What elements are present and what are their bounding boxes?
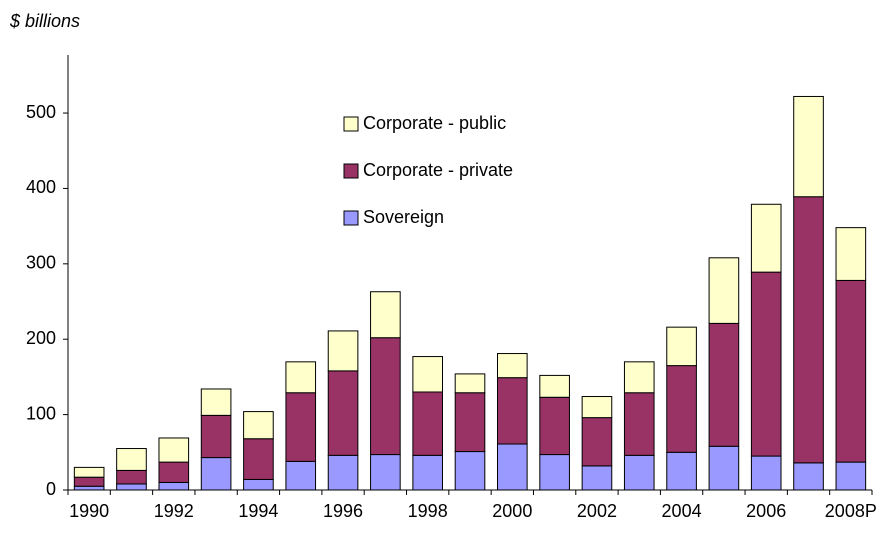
bar-segment bbox=[793, 462, 824, 491]
bar-segment bbox=[412, 454, 443, 491]
x-tick-label: 1998 bbox=[408, 501, 448, 521]
bar-segment bbox=[243, 411, 274, 440]
bar-segment bbox=[73, 476, 105, 487]
bar-segment bbox=[623, 392, 655, 456]
bar-segment bbox=[243, 438, 274, 480]
bar-segment bbox=[750, 455, 782, 491]
bar-segment bbox=[116, 483, 147, 491]
bar-segment bbox=[497, 443, 528, 491]
bar-segment bbox=[158, 461, 190, 483]
legend-label: Sovereign bbox=[363, 207, 444, 227]
bar-segment bbox=[835, 279, 867, 463]
bar-segment bbox=[581, 396, 613, 419]
x-tick-label: 2004 bbox=[662, 501, 702, 521]
bar-segment bbox=[200, 388, 232, 416]
bar-segment bbox=[200, 414, 232, 459]
bar-segment bbox=[116, 448, 147, 471]
bar-segment bbox=[623, 454, 655, 491]
bar-segment bbox=[539, 396, 570, 456]
y-tick-label: 0 bbox=[46, 479, 56, 499]
x-tick-label: 1996 bbox=[323, 501, 363, 521]
bar-segment bbox=[497, 377, 528, 445]
bar-segment bbox=[327, 330, 359, 372]
legend-swatch bbox=[343, 210, 359, 226]
x-tick-label: 1990 bbox=[69, 501, 109, 521]
legend-swatch bbox=[343, 163, 359, 179]
x-tick-label: 2002 bbox=[577, 501, 617, 521]
bar-segment bbox=[73, 485, 105, 491]
bar-segment bbox=[708, 445, 740, 491]
bar-segment bbox=[666, 365, 697, 453]
bar-segment bbox=[623, 361, 655, 394]
bar-segment bbox=[666, 326, 697, 367]
bar-segment bbox=[454, 392, 486, 453]
y-tick-label: 300 bbox=[26, 253, 56, 273]
bar-segment bbox=[116, 469, 147, 485]
bar-segment bbox=[412, 356, 443, 393]
bar-segment bbox=[285, 392, 317, 462]
y-tick-label: 200 bbox=[26, 328, 56, 348]
bar-segment bbox=[200, 457, 232, 491]
bar-segment bbox=[497, 353, 528, 379]
bar-segment bbox=[750, 271, 782, 457]
bar-segment bbox=[793, 95, 824, 198]
bar-segment bbox=[539, 374, 570, 398]
x-tick-label: 1992 bbox=[154, 501, 194, 521]
y-axis-label: $ billions bbox=[9, 11, 80, 31]
bar-segment bbox=[454, 373, 486, 394]
x-tick-label: 2008P bbox=[825, 501, 877, 521]
legend-label: Corporate - public bbox=[363, 113, 506, 133]
bar-segment bbox=[581, 465, 613, 491]
bar-segment bbox=[158, 481, 190, 491]
bar-segment bbox=[666, 451, 697, 491]
bar-segment bbox=[412, 391, 443, 456]
bar-segment bbox=[285, 460, 317, 491]
legend-swatch bbox=[343, 116, 359, 132]
bar-segment bbox=[285, 361, 317, 394]
bar-segment bbox=[158, 437, 190, 463]
bar-segment bbox=[454, 451, 486, 491]
x-tick-label: 2006 bbox=[746, 501, 786, 521]
y-tick-label: 500 bbox=[26, 102, 56, 122]
bar-segment bbox=[73, 466, 105, 478]
bar-segment bbox=[539, 454, 570, 491]
legend-label: Corporate - private bbox=[363, 160, 513, 180]
bar-segment bbox=[370, 291, 401, 339]
bar-segment bbox=[835, 461, 867, 491]
bar-segment bbox=[750, 203, 782, 273]
bar-segment bbox=[581, 417, 613, 467]
y-tick-label: 100 bbox=[26, 403, 56, 423]
bar-segment bbox=[370, 337, 401, 456]
bar-segment bbox=[327, 370, 359, 456]
bar-segment bbox=[708, 257, 740, 324]
bar-segment bbox=[243, 478, 274, 491]
y-tick-label: 400 bbox=[26, 177, 56, 197]
bar-segment bbox=[835, 227, 867, 281]
bar-segment bbox=[370, 454, 401, 491]
x-tick-label: 1994 bbox=[238, 501, 278, 521]
x-tick-label: 2000 bbox=[492, 501, 532, 521]
bar-segment bbox=[708, 322, 740, 447]
bar-segment bbox=[793, 196, 824, 464]
bar-segment bbox=[327, 454, 359, 491]
